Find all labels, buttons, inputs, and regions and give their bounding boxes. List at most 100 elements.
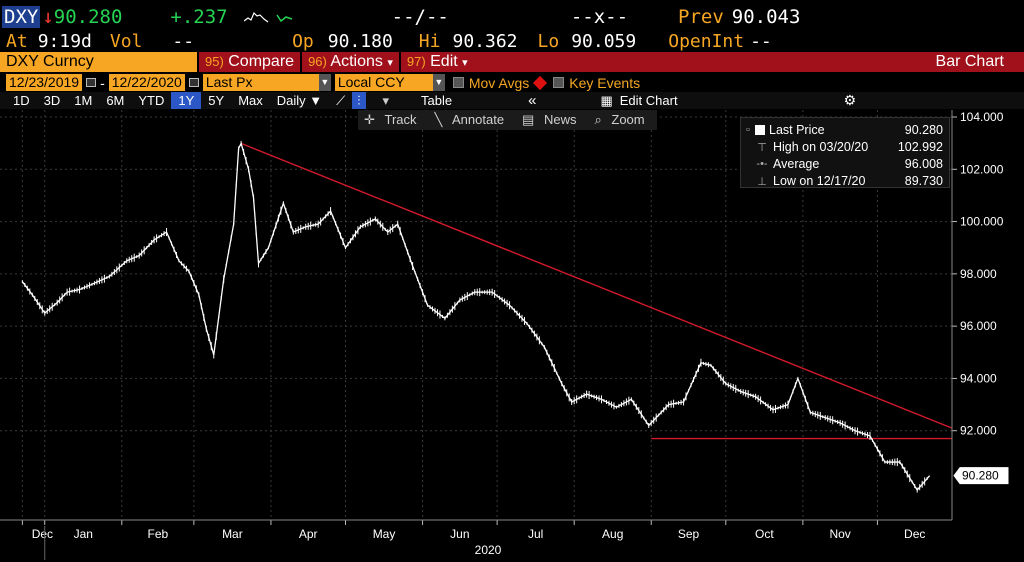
actions-number: 96)	[308, 54, 327, 69]
currency-select[interactable]: Local CCY	[334, 74, 433, 91]
low-value: 90.059	[571, 30, 637, 52]
x-tick-label: Mar	[222, 527, 243, 541]
news-label: News	[543, 112, 577, 127]
legend-high: ⊤ High on 03/20/20 102.992	[741, 139, 949, 155]
zoom-button[interactable]: ⌕ Zoom	[588, 112, 656, 128]
range-3d[interactable]: 3D	[43, 93, 61, 108]
legend-value: 90.280	[904, 123, 943, 137]
track-button[interactable]: ✛ Track	[358, 112, 429, 128]
chevron-down-icon[interactable]: ▼	[432, 74, 445, 91]
legend-last-price[interactable]: ▫ Last Price 90.280	[741, 122, 949, 138]
command-bar: DXY Curncy 95) Compare 96) Actions ▾ 97)…	[0, 52, 1024, 72]
edit-chart-button[interactable]: Edit Chart	[619, 93, 678, 108]
x-axis-year-label: 2020	[475, 543, 502, 557]
bid-ask-size: --x--	[570, 6, 629, 28]
start-date-field[interactable]: 12/23/2019	[6, 74, 83, 91]
range-max[interactable]: Max	[238, 93, 263, 108]
x-tick-label: Sep	[678, 527, 700, 541]
range-1d[interactable]: 1D	[13, 93, 30, 108]
open-label: Op	[292, 30, 314, 52]
edit-number: 97)	[406, 54, 426, 69]
y-tick-label: 92.000	[960, 424, 997, 438]
range-1m[interactable]: 1M	[74, 93, 93, 108]
key-events-label: Key Events	[569, 74, 641, 91]
ticker-symbol[interactable]: DXY	[2, 6, 41, 28]
quote-time: 9:19d	[37, 30, 92, 52]
prev-value: 90.043	[731, 6, 801, 28]
chevron-down-icon[interactable]: ▼	[318, 74, 331, 91]
legend-checkbox[interactable]: ▫	[746, 124, 750, 136]
zoom-label: Zoom	[611, 112, 645, 127]
price-series	[21, 140, 931, 493]
last-price-tag-label: 90.280	[962, 469, 999, 483]
ticker-row: DXY ↓ 90.280 +.237 --/-- --x-- Prev 90.0…	[0, 4, 1024, 30]
y-tick-label: 96.000	[960, 319, 997, 333]
mov-avgs-checkbox[interactable]	[452, 77, 464, 88]
gear-icon[interactable]: ⚙	[843, 92, 857, 108]
legend-average: -•- Average 96.008	[741, 156, 949, 172]
table-button[interactable]: Table	[421, 93, 453, 108]
chevron-down-icon: ▼	[309, 93, 323, 108]
annotate-button[interactable]: ╲ Annotate	[429, 112, 517, 128]
edit-label: Edit	[430, 53, 458, 70]
bar-chart-icon[interactable]: ⫶	[352, 92, 366, 109]
security-field[interactable]: DXY Curncy	[0, 52, 197, 72]
line-chart-icon[interactable]: ⟋	[336, 93, 346, 108]
chart-toolbar: ✛ Track ╲ Annotate ▤ News ⌕ Zoom	[358, 110, 657, 130]
calendar-icon[interactable]	[86, 78, 97, 87]
x-tick-label: Jan	[74, 527, 93, 541]
high-label: Hi	[418, 30, 441, 52]
range-6m[interactable]: 6M	[106, 93, 125, 108]
legend-swatch	[755, 125, 765, 135]
at-label: At	[6, 30, 28, 52]
trendline[interactable]	[240, 142, 953, 429]
mov-avgs-label: Mov Avgs	[468, 74, 530, 91]
range-1y[interactable]: 1Y	[171, 92, 202, 109]
periodicity-select[interactable]: Daily ▼	[270, 92, 329, 109]
x-tick-label: Nov	[829, 527, 850, 541]
periodicity-label: Daily	[276, 93, 306, 108]
openint-value: --	[750, 30, 772, 52]
y-axis: 104.000 102.000 100.000 98.000 96.000 94.000 9…	[951, 110, 1004, 520]
calendar-icon[interactable]	[188, 78, 199, 87]
range-5y[interactable]: 5Y	[208, 93, 225, 108]
low-label: Lo	[537, 30, 560, 52]
legend-label: High on 03/20/20	[773, 140, 869, 154]
news-button[interactable]: ▤ News	[516, 112, 588, 128]
x-tick-label: Dec	[904, 527, 925, 541]
x-tick-label: Jun	[450, 527, 469, 541]
edit-button[interactable]: 97) Edit ▾	[398, 52, 474, 72]
prev-label: Prev	[678, 6, 724, 28]
price-field-select[interactable]: Last Px	[202, 74, 319, 91]
range-ytd[interactable]: YTD	[138, 93, 165, 108]
x-tick-label: May	[373, 527, 396, 541]
chart-grid	[0, 110, 952, 520]
high-value: 90.362	[452, 30, 518, 52]
edit-chart-icon[interactable]: ▦	[600, 93, 613, 108]
average-marker-icon: -•-	[756, 158, 768, 170]
collapse-left-icon[interactable]: «	[528, 92, 537, 109]
date-separator: -	[100, 74, 105, 91]
compare-label: Compare	[228, 53, 295, 70]
range-row: 1D 3D 1M 6M YTD 1Y 5Y Max Daily ▼ ⟋ ⫶ ▾ …	[0, 92, 1024, 109]
x-tick-label: Oct	[755, 527, 774, 541]
chevron-down-icon[interactable]: ▾	[382, 93, 390, 108]
low-marker-icon: ⊥	[757, 175, 767, 188]
compare-button[interactable]: 95) Compare	[197, 52, 300, 72]
open-value: 90.180	[327, 30, 393, 52]
last-price: 90.280	[53, 6, 123, 28]
net-change: +.237	[170, 6, 228, 28]
actions-button[interactable]: 96) Actions ▾	[300, 52, 399, 72]
bid-ask: --/--	[391, 6, 449, 28]
end-date-field[interactable]: 12/22/2020	[108, 74, 185, 91]
y-tick-label: 104.000	[960, 110, 1004, 124]
vol-value: --	[172, 30, 195, 52]
openint-label: OpenInt	[668, 30, 745, 52]
compare-number: 95)	[205, 54, 224, 69]
last-price-tag-shape	[953, 467, 1009, 485]
edit-dropdown-icon: ▾	[462, 57, 468, 69]
key-events-checkbox[interactable]	[553, 77, 565, 88]
y-tick-label: 100.000	[960, 215, 1004, 229]
x-axis: Dec Jan Feb Mar Apr May Jun Jul Aug Sep Oct Nov Dec 2…	[0, 519, 952, 560]
